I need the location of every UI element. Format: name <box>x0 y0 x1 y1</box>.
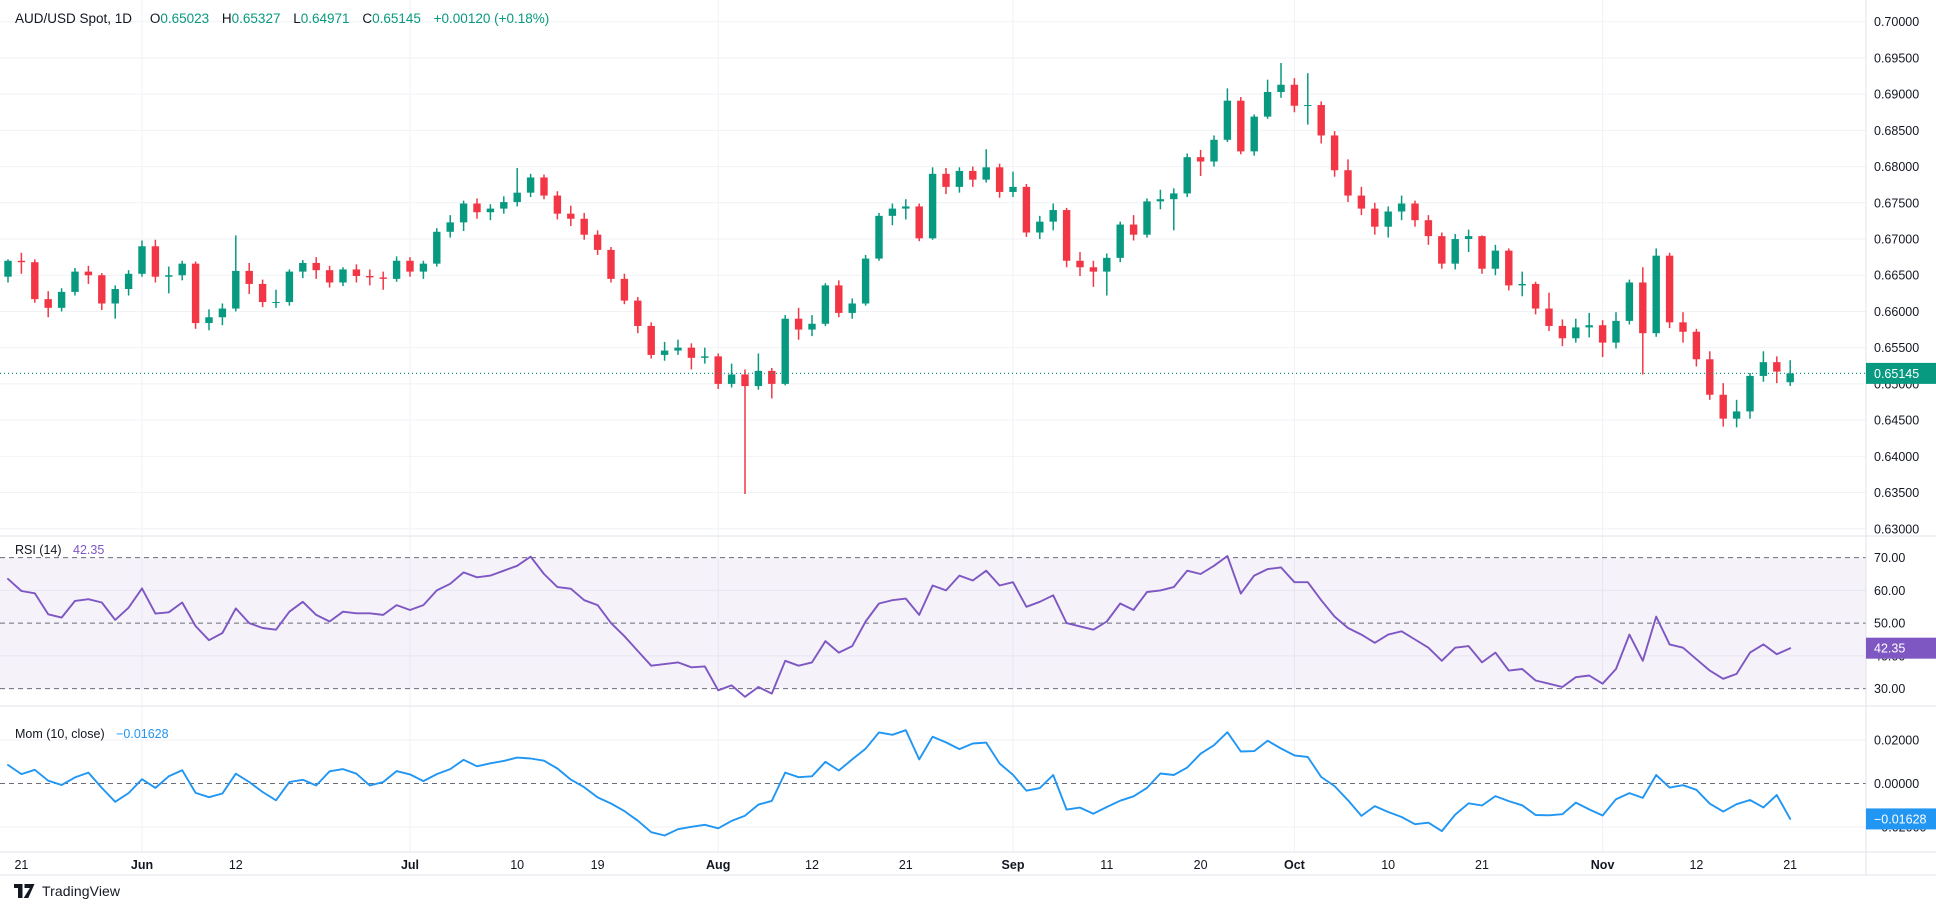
svg-text:10: 10 <box>510 858 524 872</box>
symbol-legend[interactable]: AUD/USD Spot, 1D O0.65023 H0.65327 L0.64… <box>15 11 558 26</box>
svg-text:11: 11 <box>1100 858 1113 872</box>
svg-text:20: 20 <box>1194 858 1208 872</box>
svg-text:0.69000: 0.69000 <box>1874 88 1919 102</box>
svg-text:42.35: 42.35 <box>1874 642 1905 656</box>
svg-text:Oct: Oct <box>1284 858 1306 872</box>
svg-text:21: 21 <box>14 858 28 872</box>
svg-text:0.63500: 0.63500 <box>1874 486 1919 500</box>
svg-text:21: 21 <box>899 858 913 872</box>
ohlc-high: H0.65327 <box>221 11 281 26</box>
rsi-legend[interactable]: RSI (14) 42.35 <box>15 543 104 557</box>
svg-text:12: 12 <box>805 858 819 872</box>
price-axis[interactable] <box>1866 0 1936 852</box>
svg-text:0.00000: 0.00000 <box>1874 777 1919 791</box>
grid-lines <box>0 0 1866 852</box>
ohlc-open: O0.65023 <box>149 11 210 26</box>
svg-text:Sep: Sep <box>1002 858 1025 872</box>
ohlc-close: C0.65145 <box>362 11 421 26</box>
svg-text:0.63000: 0.63000 <box>1874 522 1919 536</box>
svg-text:Jul: Jul <box>401 858 419 872</box>
svg-text:−0.01628: −0.01628 <box>1874 812 1927 826</box>
ohlc-low: L0.64971 <box>293 11 350 26</box>
svg-text:0.68500: 0.68500 <box>1874 124 1919 138</box>
svg-text:12: 12 <box>1689 858 1703 872</box>
svg-text:0.67000: 0.67000 <box>1874 233 1919 247</box>
svg-text:12: 12 <box>229 858 243 872</box>
candlestick-series <box>4 63 1794 494</box>
symbol-title[interactable]: AUD/USD Spot, 1D <box>15 11 133 26</box>
mom-pane[interactable] <box>0 706 1866 852</box>
svg-text:0.65145: 0.65145 <box>1874 367 1919 381</box>
svg-text:0.66000: 0.66000 <box>1874 305 1919 319</box>
svg-text:30.00: 30.00 <box>1874 682 1905 696</box>
svg-text:0.67500: 0.67500 <box>1874 196 1919 210</box>
svg-text:70.00: 70.00 <box>1874 551 1905 565</box>
svg-text:Nov: Nov <box>1591 858 1615 872</box>
svg-text:0.64000: 0.64000 <box>1874 450 1919 464</box>
svg-text:60.00: 60.00 <box>1874 584 1905 598</box>
svg-text:Jun: Jun <box>131 858 153 872</box>
mom-legend[interactable]: Mom (10, close) −0.01628 <box>15 727 169 741</box>
svg-text:0.66500: 0.66500 <box>1874 269 1919 283</box>
price-badge: 0.65145 <box>1866 362 1936 384</box>
svg-text:0.68000: 0.68000 <box>1874 160 1919 174</box>
mom-line <box>7 729 1792 837</box>
rsi-legend-title: RSI (14) <box>15 543 62 557</box>
svg-text:Aug: Aug <box>706 858 730 872</box>
svg-text:0.69500: 0.69500 <box>1874 51 1919 65</box>
svg-text:10: 10 <box>1381 858 1395 872</box>
rsi-legend-value: 42.35 <box>73 543 105 557</box>
svg-text:0.02000: 0.02000 <box>1874 733 1919 747</box>
mom-badge: −0.01628 <box>1866 808 1936 830</box>
mom-legend-value: −0.01628 <box>116 727 169 741</box>
pane-separators <box>0 0 1936 876</box>
mom-legend-title: Mom (10, close) <box>15 727 105 741</box>
tradingview-logo-icon <box>14 884 35 898</box>
svg-text:0.70000: 0.70000 <box>1874 15 1919 29</box>
tradingview-logo-text: TradingView <box>42 883 121 899</box>
svg-text:21: 21 <box>1475 858 1489 872</box>
rsi-band <box>0 557 1866 689</box>
svg-text:21: 21 <box>1783 858 1797 872</box>
rsi-pane[interactable] <box>0 536 1866 706</box>
svg-text:50.00: 50.00 <box>1874 617 1905 631</box>
time-axis[interactable] <box>0 852 1866 878</box>
tradingview-logo[interactable]: TradingView <box>14 883 120 899</box>
svg-text:0.65500: 0.65500 <box>1874 341 1919 355</box>
price-pane[interactable] <box>0 0 1866 536</box>
svg-text:0.64500: 0.64500 <box>1874 414 1919 428</box>
rsi-line <box>7 555 1792 698</box>
rsi-badge: 42.35 <box>1866 637 1936 659</box>
time-axis-labels: 21 Jun 12 Jul 10 19 Aug 12 21 Sep 11 20 Oct 10 21 Nov 12… <box>14 858 1797 872</box>
change-value: +0.00120 (+0.18%) <box>433 11 550 26</box>
svg-text:19: 19 <box>591 858 605 872</box>
